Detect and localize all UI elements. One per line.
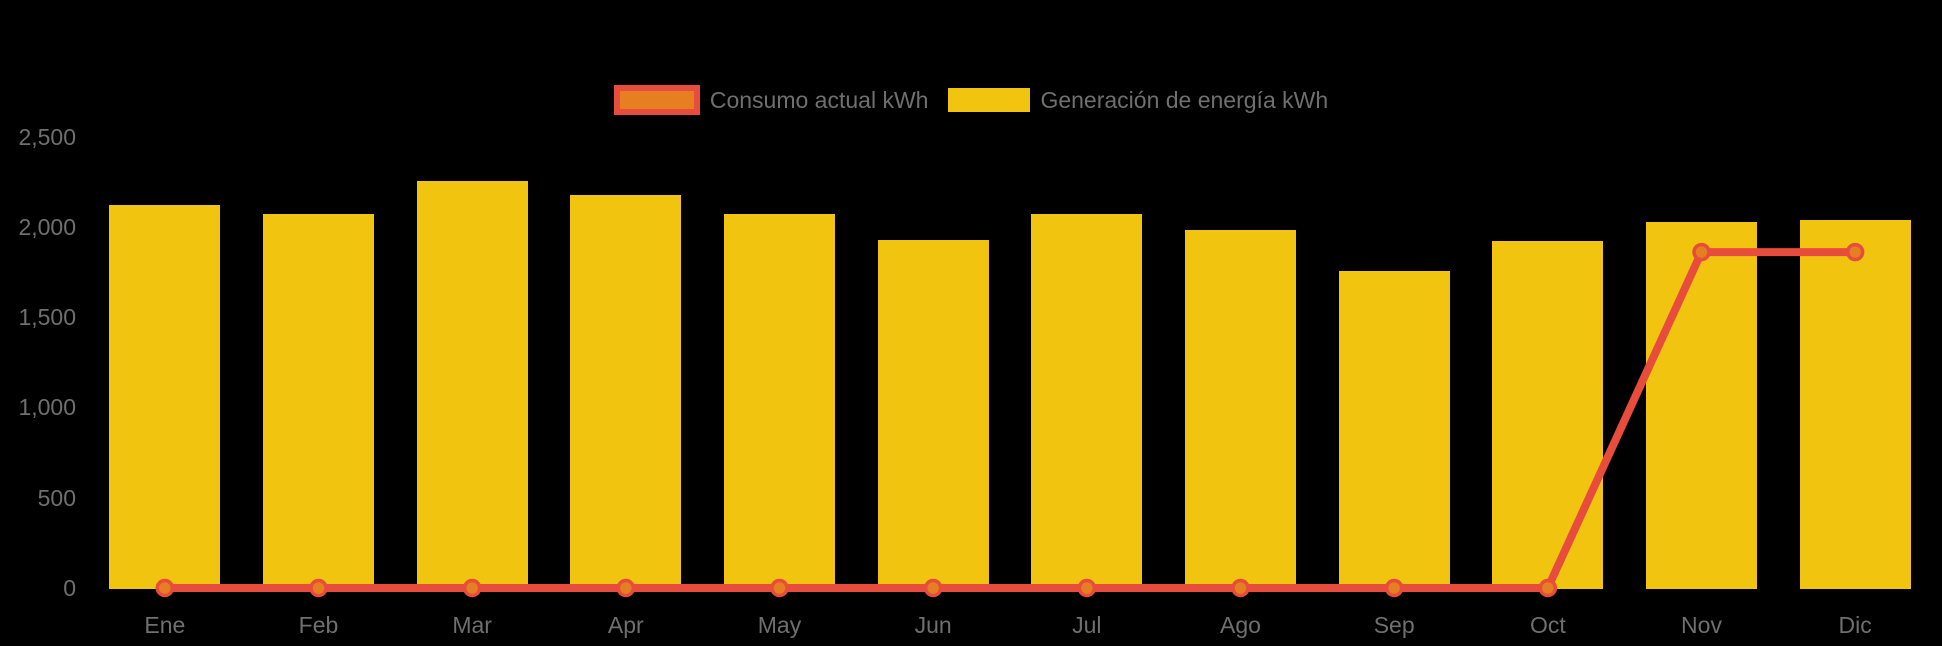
- legend-item-generacion[interactable]: Generación de energía kWh: [948, 85, 1328, 115]
- bar-oct[interactable]: [1492, 241, 1604, 589]
- bar-ago[interactable]: [1185, 230, 1296, 589]
- line-marker-dic[interactable]: [1845, 242, 1865, 262]
- bar-sep[interactable]: [1338, 271, 1450, 589]
- bar-may[interactable]: [724, 214, 835, 589]
- x-tick-label-jul: Jul: [1072, 612, 1102, 638]
- x-tick-label-mar: Mar: [452, 612, 492, 638]
- y-tick-label-1000: 1,000: [18, 394, 76, 421]
- bar-jun[interactable]: [877, 240, 989, 589]
- y-tick-label-0: 0: [63, 575, 76, 601]
- bar-dic[interactable]: [1799, 219, 1911, 589]
- x-tick-label-jun: Jun: [914, 612, 952, 638]
- line-marker-feb[interactable]: [309, 578, 328, 598]
- line-marker-apr[interactable]: [616, 578, 636, 598]
- legend-swatch-consumo-icon: [613, 85, 700, 115]
- line-marker-nov[interactable]: [1692, 242, 1711, 262]
- legend-item-consumo[interactable]: Consumo actual kWh: [613, 85, 929, 115]
- bar-apr[interactable]: [570, 195, 682, 589]
- line-marker-jul[interactable]: [1077, 578, 1097, 598]
- legend-label-consumo: Consumo actual kWh: [709, 87, 929, 113]
- y-tick-label-2000: 2,000: [18, 213, 76, 240]
- x-tick-label-ene: Ene: [144, 612, 186, 638]
- line-marker-oct[interactable]: [1538, 578, 1558, 598]
- bar-feb[interactable]: [263, 214, 374, 589]
- line-marker-ago[interactable]: [1231, 578, 1250, 598]
- bar-jul[interactable]: [1031, 214, 1143, 589]
- consumption-line: [164, 248, 1856, 592]
- bar-nov[interactable]: [1646, 222, 1757, 589]
- chart-legend: Consumo actual kWh Generación de energía…: [0, 85, 1942, 115]
- line-marker-jun[interactable]: [923, 578, 943, 598]
- legend-label-generacion: Generación de energía kWh: [1040, 87, 1329, 113]
- line-marker-mar[interactable]: [462, 578, 482, 598]
- line-marker-sep[interactable]: [1384, 578, 1404, 598]
- x-tick-label-apr: Apr: [607, 612, 644, 638]
- y-tick-label-2500: 2,500: [18, 123, 76, 150]
- x-tick-label-dic: Dic: [1838, 612, 1872, 638]
- y-tick-label-500: 500: [37, 484, 76, 511]
- x-tick-label-feb: Feb: [298, 612, 339, 638]
- line-marker-may[interactable]: [770, 578, 789, 598]
- bar-mar[interactable]: [416, 180, 528, 589]
- x-tick-label-may: May: [757, 612, 802, 638]
- legend-swatch-generacion-icon: [948, 88, 1031, 112]
- line-marker-ene[interactable]: [155, 578, 175, 598]
- bar-ene[interactable]: [109, 205, 221, 589]
- x-tick-label-ago: Ago: [1220, 612, 1261, 638]
- x-tick-label-oct: Oct: [1529, 612, 1566, 638]
- x-tick-label-sep: Sep: [1373, 612, 1415, 638]
- y-tick-label-1500: 1,500: [18, 304, 76, 331]
- x-tick-label-nov: Nov: [1681, 612, 1722, 638]
